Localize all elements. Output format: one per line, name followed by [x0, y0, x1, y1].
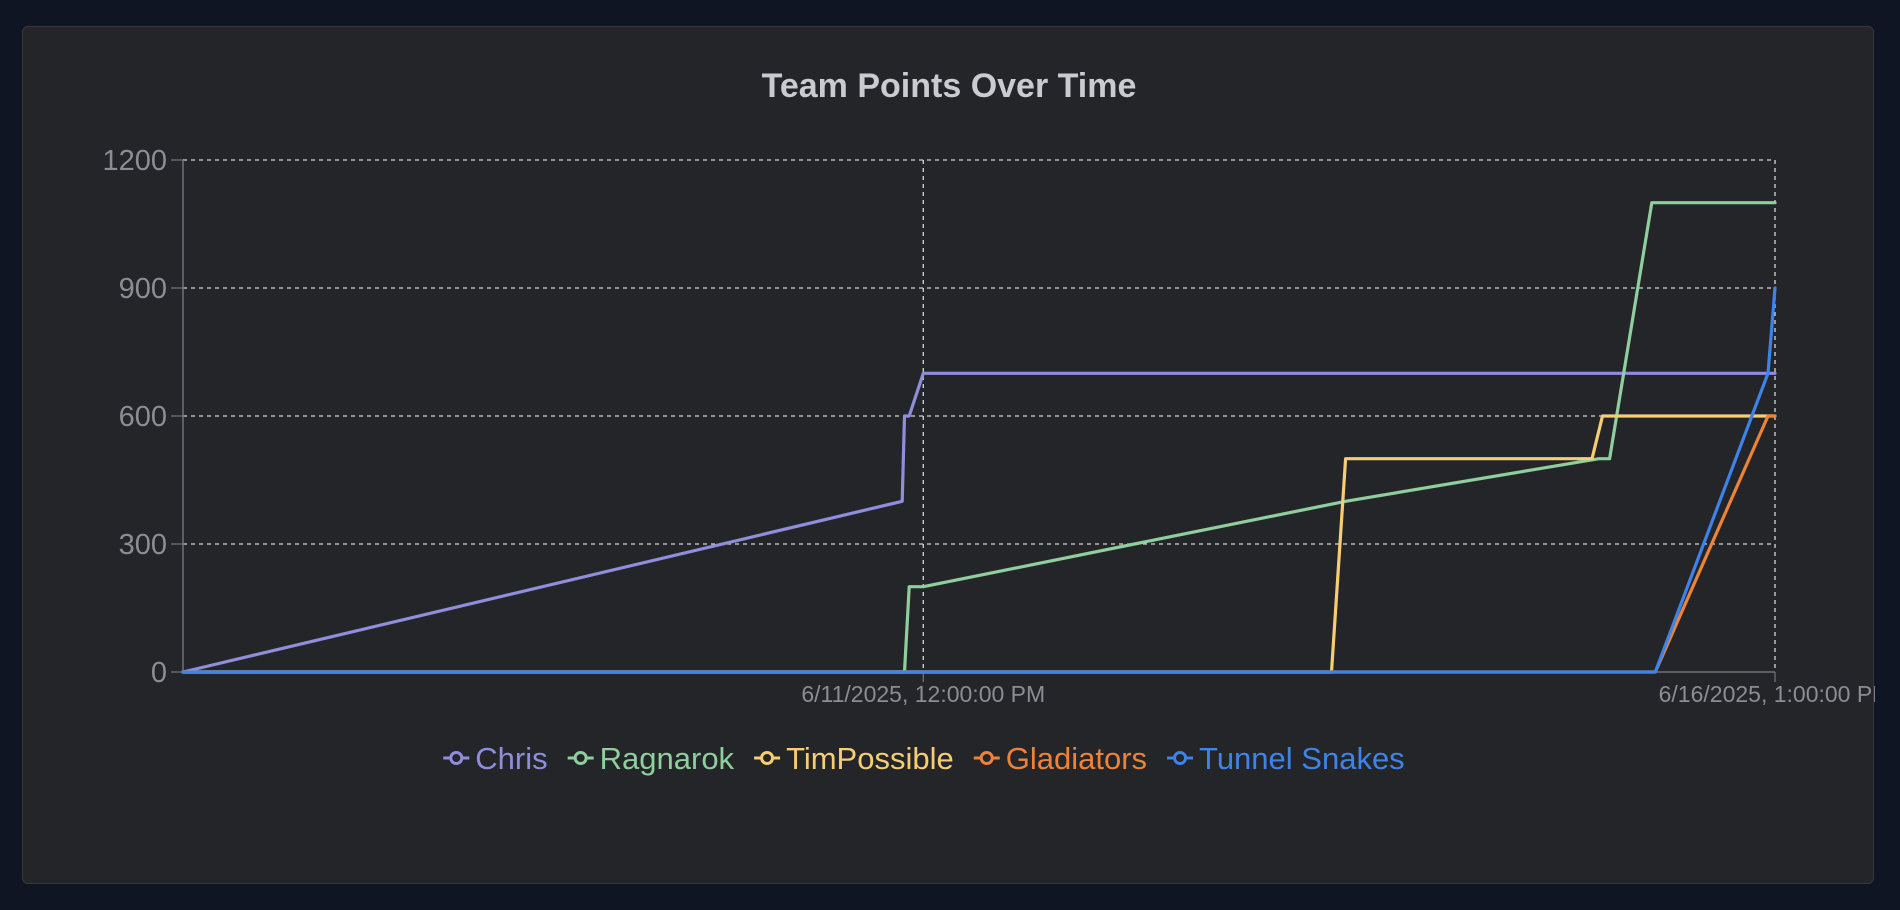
chart-title: Team Points Over Time: [762, 67, 1137, 105]
legend-marker-dot: [449, 751, 464, 765]
legend-item-chris[interactable]: Chris: [443, 741, 548, 776]
y-tick-label: 0: [151, 657, 167, 689]
legend-marker-dot: [1173, 751, 1188, 765]
legend-label: Ragnarok: [600, 741, 735, 776]
legend: Chris Ragnarok TimPossible Gladiators Tunnel…: [443, 741, 1405, 776]
axes: 0 300 600 900 1200 6/11/2025, 12:00:00 PM 6/16…: [102, 145, 1875, 707]
legend-item-ragnarok[interactable]: Ragnarok: [567, 741, 735, 776]
series-line-ragnarok: [181, 201, 1777, 674]
grid: [183, 159, 1776, 672]
legend-label: Chris: [475, 741, 547, 776]
legend-item-timpossible[interactable]: TimPossible: [754, 741, 954, 776]
y-tick-label: 1200: [102, 145, 167, 177]
series-line-tunnel-snakes: [181, 286, 1777, 674]
series-lines: [181, 201, 1777, 674]
y-tick-label: 600: [119, 401, 167, 433]
legend-marker-dot: [573, 751, 588, 765]
y-tick-label: 300: [119, 529, 167, 561]
points-chart: Team Points Over Time 0 300 600 900 1200 6/11…: [102, 67, 1875, 776]
x-tick-label: 6/16/2025, 1:00:00 PM: [1659, 681, 1875, 707]
legend-label: Tunnel Snakes: [1199, 741, 1405, 776]
x-tick-label: 6/11/2025, 12:00:00 PM: [801, 681, 1045, 707]
legend-item-tunnel-snakes[interactable]: Tunnel Snakes: [1167, 741, 1405, 776]
y-tick-label: 900: [119, 273, 167, 305]
series-line-chris: [181, 371, 1777, 674]
legend-item-gladiators[interactable]: Gladiators: [973, 741, 1147, 776]
legend-label: Gladiators: [1006, 741, 1147, 776]
legend-label: TimPossible: [786, 741, 954, 776]
chart-card: Team Points Over Time 0 300 600 900 1200 6/11…: [22, 26, 1875, 884]
legend-marker-dot: [979, 751, 994, 765]
legend-marker-dot: [760, 751, 775, 765]
